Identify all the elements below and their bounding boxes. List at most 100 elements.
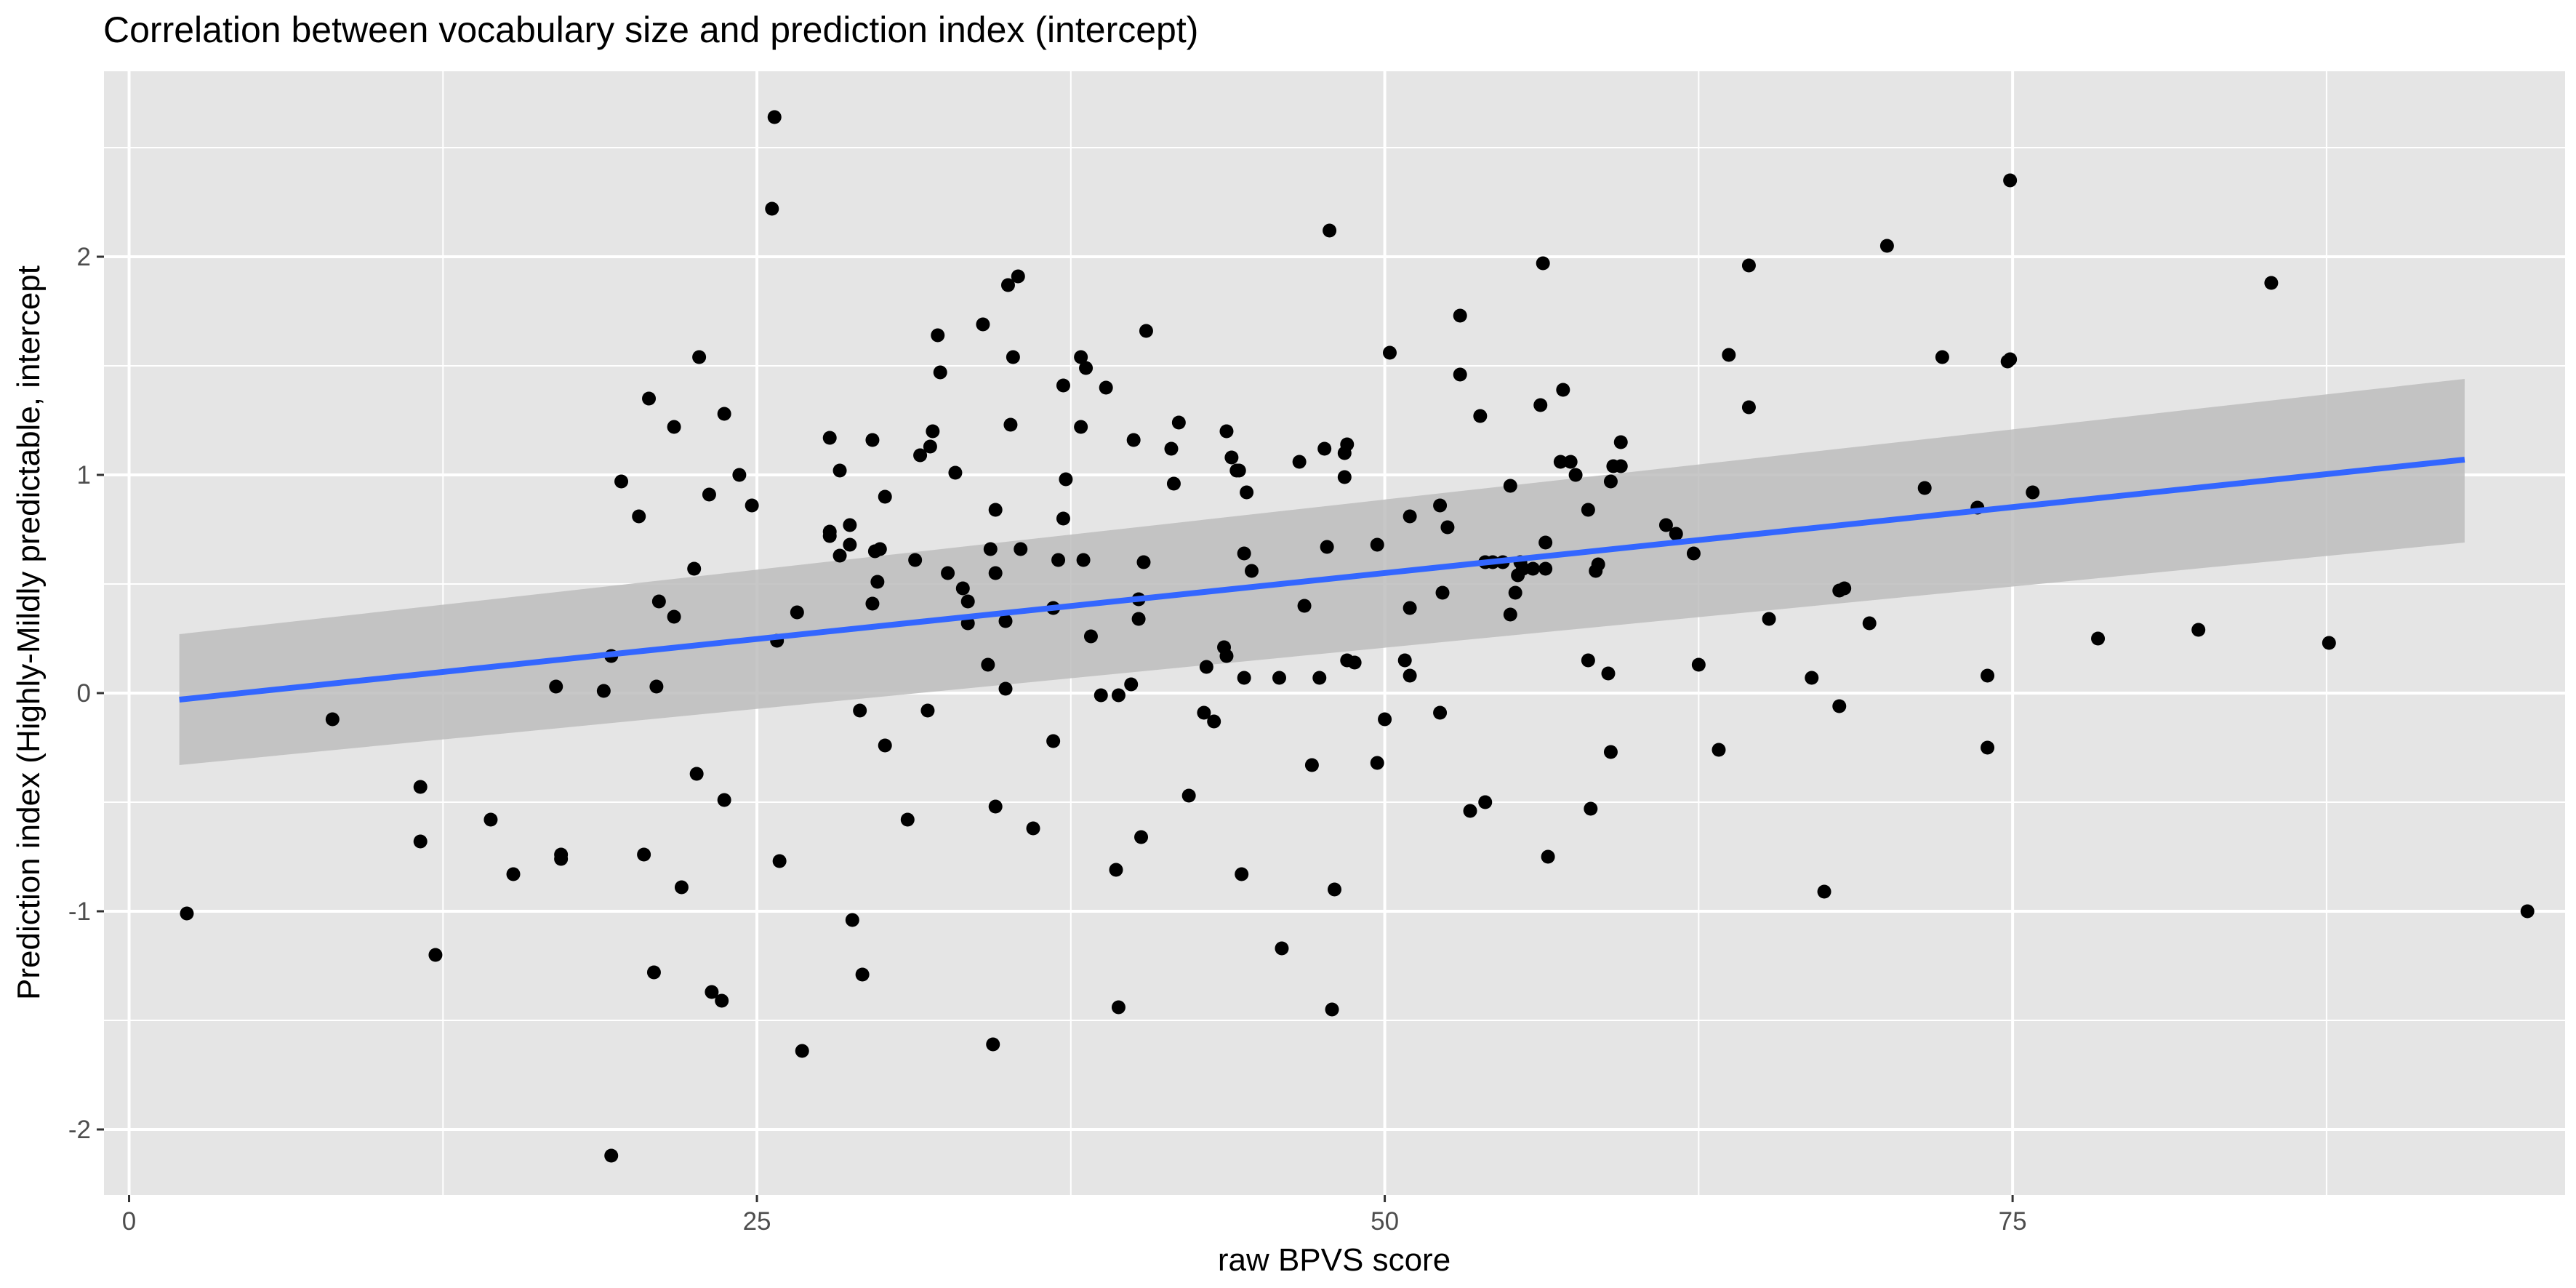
data-point xyxy=(1340,437,1355,452)
data-point xyxy=(822,524,837,539)
data-point xyxy=(1094,688,1108,703)
data-point xyxy=(325,712,340,727)
data-point xyxy=(845,913,859,927)
data-point xyxy=(1378,712,1392,727)
data-point xyxy=(1109,863,1123,877)
data-point xyxy=(1741,400,1756,415)
data-point xyxy=(1591,557,1605,572)
data-point xyxy=(1556,383,1570,397)
data-point xyxy=(1292,455,1307,469)
data-point xyxy=(855,967,870,982)
data-point xyxy=(1538,535,1553,550)
data-point xyxy=(413,780,428,794)
data-point xyxy=(413,834,428,849)
data-point xyxy=(1581,653,1595,668)
data-point xyxy=(960,594,975,609)
data-point xyxy=(1603,474,1618,489)
data-point xyxy=(1613,435,1628,449)
data-point xyxy=(1397,653,1412,668)
data-point xyxy=(822,431,837,445)
x-tick-label: 0 xyxy=(122,1207,136,1236)
data-point xyxy=(1164,441,1179,456)
data-point xyxy=(2264,276,2279,290)
data-point xyxy=(767,110,782,124)
data-point xyxy=(1056,378,1070,393)
data-point xyxy=(1079,361,1094,375)
data-point xyxy=(1563,455,1578,469)
data-point xyxy=(1516,561,1530,576)
confidence-band xyxy=(179,379,2465,765)
data-point xyxy=(988,799,1003,814)
data-point xyxy=(1541,849,1555,864)
data-point xyxy=(1059,472,1073,487)
data-point xyxy=(637,847,651,862)
x-axis: 0 25 50 75 xyxy=(122,1195,2027,1236)
data-point xyxy=(926,424,940,439)
data-point xyxy=(1074,350,1088,364)
y-tick-label: 0 xyxy=(77,679,91,708)
x-tick-label: 75 xyxy=(1999,1207,2027,1236)
data-point xyxy=(1658,518,1673,532)
data-point xyxy=(1370,756,1384,770)
regression-line xyxy=(179,457,2465,703)
data-point xyxy=(717,793,731,807)
data-point xyxy=(878,489,892,504)
data-point xyxy=(1508,585,1522,600)
y-tick-label: 2 xyxy=(77,243,91,271)
data-point xyxy=(1553,455,1568,469)
data-point xyxy=(2091,631,2106,646)
data-point xyxy=(765,201,779,216)
confidence-band-layer xyxy=(179,379,2465,765)
data-point xyxy=(1337,470,1352,484)
data-point xyxy=(702,487,716,502)
data-point xyxy=(933,365,947,380)
data-point xyxy=(1006,350,1020,364)
data-point xyxy=(878,738,892,753)
data-point xyxy=(1981,740,1995,755)
data-points xyxy=(180,110,2535,1163)
data-point xyxy=(687,561,702,576)
data-point xyxy=(1131,612,1146,626)
data-point xyxy=(1879,239,1894,253)
data-point xyxy=(1197,705,1211,720)
data-point xyxy=(1219,424,1234,439)
fit-line-layer xyxy=(179,457,2465,703)
data-point xyxy=(941,566,955,580)
data-point xyxy=(1304,758,1319,772)
data-point xyxy=(986,1037,1000,1052)
data-point xyxy=(717,407,731,421)
data-point xyxy=(1981,668,1995,683)
data-point xyxy=(705,985,719,999)
data-point xyxy=(1046,734,1061,748)
data-point xyxy=(2520,904,2535,919)
data-point xyxy=(1837,581,1852,596)
data-point xyxy=(2322,636,2336,650)
data-point xyxy=(1603,745,1618,759)
data-point xyxy=(913,448,928,463)
data-point xyxy=(745,498,759,513)
data-point xyxy=(1917,481,1932,495)
data-point xyxy=(1297,599,1312,613)
data-point xyxy=(923,439,937,454)
data-point xyxy=(1181,788,1196,803)
data-point xyxy=(1817,884,1831,899)
data-point xyxy=(976,317,990,332)
y-tick-label: 1 xyxy=(77,461,91,489)
data-point xyxy=(1453,308,1467,323)
data-point xyxy=(1325,1002,1339,1017)
data-point xyxy=(549,679,563,694)
data-point xyxy=(1224,450,1239,465)
data-point xyxy=(1237,671,1251,685)
data-point xyxy=(1232,463,1246,478)
data-point xyxy=(948,465,963,480)
data-point xyxy=(554,852,569,866)
data-point xyxy=(1832,699,1847,713)
data-point xyxy=(651,594,666,609)
data-point xyxy=(1403,601,1417,615)
data-point xyxy=(614,474,629,489)
data-point xyxy=(988,503,1003,517)
data-point xyxy=(1433,705,1448,720)
data-point xyxy=(1533,398,1548,412)
data-point xyxy=(1000,278,1015,292)
data-point xyxy=(1051,553,1066,567)
